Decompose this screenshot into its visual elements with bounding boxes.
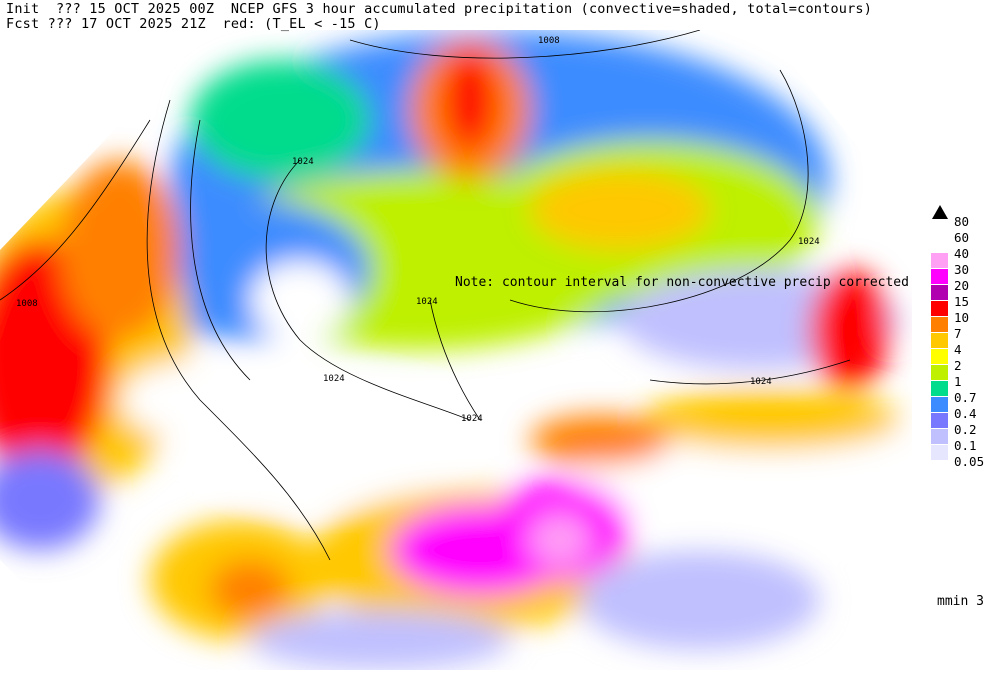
legend-label: 4 bbox=[954, 342, 962, 357]
legend-swatch bbox=[931, 333, 948, 348]
legend-label: 20 bbox=[954, 278, 970, 293]
legend-swatch bbox=[931, 317, 948, 332]
legend-label: 2 bbox=[954, 358, 962, 373]
legend-swatch bbox=[931, 301, 948, 316]
isobar-label: 1024 bbox=[461, 414, 483, 424]
legend-label: 80 bbox=[954, 214, 970, 229]
legend-swatch bbox=[931, 445, 948, 460]
legend-label: 0.05 bbox=[954, 454, 985, 469]
precipitation-map: 1008 1024 1024 1008 1024 1024 1024 1024 bbox=[0, 30, 912, 670]
legend-swatch bbox=[931, 365, 948, 380]
isobar-labels: 1008 1024 1024 1008 1024 1024 1024 1024 bbox=[16, 36, 820, 424]
legend-label: 30 bbox=[954, 262, 970, 277]
isobar-label: 1008 bbox=[538, 36, 560, 46]
isobar-label: 1024 bbox=[323, 374, 345, 384]
legend-swatch bbox=[931, 429, 948, 444]
isobar-label: 1024 bbox=[750, 377, 772, 387]
legend-label: 10 bbox=[954, 310, 970, 325]
legend-swatch bbox=[931, 413, 948, 428]
isobars bbox=[0, 30, 851, 561]
map-note: Note: contour interval for non-convectiv… bbox=[455, 275, 909, 290]
legend-swatch bbox=[931, 269, 948, 284]
triangle-up-icon bbox=[932, 205, 948, 219]
legend-swatch bbox=[931, 397, 948, 412]
isobar-label: 1008 bbox=[16, 299, 38, 309]
precip-field: 1008 1024 1024 1008 1024 1024 1024 1024 bbox=[0, 30, 912, 670]
legend-swatch bbox=[931, 349, 948, 364]
legend-label: 0.4 bbox=[954, 406, 977, 421]
legend-units: mmin 3 bbox=[937, 594, 984, 609]
legend-label: 15 bbox=[954, 294, 970, 309]
legend-label: 0.2 bbox=[954, 422, 977, 437]
title-line-2: Fcst ??? 17 OCT 2025 21Z red: (T_EL < -1… bbox=[6, 16, 381, 32]
legend-label: 0.1 bbox=[954, 438, 977, 453]
legend-label: 0.7 bbox=[954, 390, 977, 405]
isobar-label: 1024 bbox=[798, 237, 820, 247]
isobar-label: 1024 bbox=[292, 157, 314, 167]
legend-label: 7 bbox=[954, 326, 962, 341]
legend-swatch bbox=[931, 285, 948, 300]
legend-label: 40 bbox=[954, 246, 970, 261]
title-line-1: Init ??? 15 OCT 2025 00Z NCEP GFS 3 hour… bbox=[6, 1, 873, 17]
legend-swatch bbox=[931, 381, 948, 396]
legend-label: 1 bbox=[954, 374, 962, 389]
isobar-label: 1024 bbox=[416, 297, 438, 307]
legend-label: 60 bbox=[954, 230, 970, 245]
legend-swatch bbox=[931, 253, 948, 268]
